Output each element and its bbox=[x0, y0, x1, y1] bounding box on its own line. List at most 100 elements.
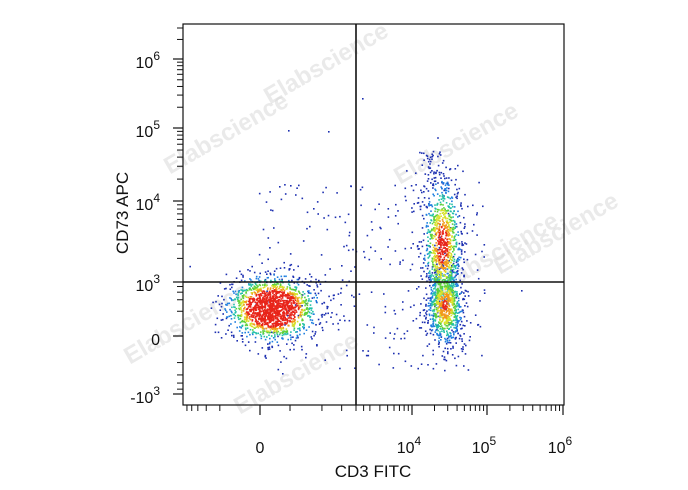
event-point bbox=[387, 208, 390, 210]
event-point bbox=[521, 290, 523, 292]
event-point bbox=[227, 329, 229, 331]
event-point bbox=[440, 244, 443, 246]
event-point bbox=[449, 323, 452, 325]
event-point bbox=[455, 242, 457, 245]
event-point bbox=[428, 279, 431, 281]
event-point bbox=[455, 296, 458, 299]
event-point bbox=[281, 327, 283, 330]
event-point bbox=[287, 324, 290, 327]
event-point bbox=[234, 321, 236, 323]
event-point bbox=[453, 248, 455, 250]
event-point bbox=[262, 309, 264, 312]
event-point bbox=[444, 288, 447, 291]
event-point bbox=[427, 240, 429, 242]
event-point bbox=[307, 295, 309, 297]
event-point bbox=[275, 304, 278, 307]
event-point bbox=[436, 223, 438, 226]
event-point bbox=[274, 324, 276, 327]
event-point bbox=[423, 297, 425, 300]
event-point bbox=[467, 290, 469, 293]
event-point bbox=[308, 292, 311, 294]
event-point bbox=[366, 234, 369, 237]
event-point bbox=[436, 204, 438, 206]
event-point bbox=[283, 330, 285, 332]
event-point bbox=[304, 300, 307, 302]
event-point bbox=[234, 315, 237, 317]
event-point bbox=[305, 353, 308, 355]
event-point bbox=[429, 171, 432, 174]
event-point bbox=[432, 301, 434, 304]
event-point bbox=[451, 296, 454, 299]
event-point bbox=[433, 219, 435, 221]
event-point bbox=[285, 328, 288, 330]
event-point bbox=[319, 283, 322, 285]
event-point bbox=[448, 215, 450, 218]
event-point bbox=[265, 285, 268, 287]
event-point bbox=[289, 320, 291, 323]
event-point bbox=[466, 305, 469, 308]
event-point bbox=[441, 180, 443, 183]
event-point bbox=[438, 300, 441, 303]
event-point bbox=[273, 293, 275, 296]
event-point bbox=[366, 324, 369, 326]
event-point bbox=[440, 335, 443, 338]
event-point bbox=[256, 322, 258, 325]
event-point bbox=[445, 259, 448, 261]
event-point bbox=[438, 243, 441, 245]
event-point bbox=[449, 210, 452, 212]
event-point bbox=[239, 321, 242, 324]
event-point bbox=[307, 315, 309, 317]
event-point bbox=[222, 313, 224, 315]
event-point bbox=[481, 354, 483, 357]
event-point bbox=[435, 254, 438, 257]
event-point bbox=[245, 296, 248, 298]
event-point bbox=[297, 265, 299, 268]
event-point bbox=[413, 203, 415, 205]
event-point bbox=[249, 316, 251, 318]
event-point bbox=[255, 304, 257, 306]
event-point bbox=[309, 285, 311, 287]
event-point bbox=[442, 183, 444, 185]
event-point bbox=[257, 293, 260, 296]
event-point bbox=[428, 204, 430, 207]
event-point bbox=[457, 258, 459, 260]
event-point bbox=[437, 222, 440, 225]
event-point bbox=[280, 309, 283, 312]
event-point bbox=[240, 335, 243, 337]
event-point bbox=[452, 228, 455, 231]
event-point bbox=[236, 340, 238, 342]
event-point bbox=[453, 260, 455, 263]
event-point bbox=[293, 323, 295, 326]
event-point bbox=[289, 348, 291, 351]
event-point bbox=[435, 313, 437, 315]
event-point bbox=[250, 292, 253, 294]
event-point bbox=[267, 330, 270, 333]
event-point bbox=[437, 298, 439, 300]
event-point bbox=[451, 212, 454, 215]
event-point bbox=[434, 303, 436, 305]
event-point bbox=[434, 210, 436, 213]
event-point bbox=[292, 293, 294, 296]
event-point bbox=[262, 310, 265, 313]
event-point bbox=[260, 307, 262, 309]
event-point bbox=[261, 307, 264, 309]
event-point bbox=[463, 261, 465, 264]
event-point bbox=[241, 332, 244, 334]
event-point bbox=[240, 303, 243, 305]
event-point bbox=[432, 320, 435, 323]
event-point bbox=[309, 316, 311, 319]
event-point bbox=[432, 284, 434, 287]
event-point bbox=[434, 235, 436, 238]
event-point bbox=[291, 307, 293, 309]
event-point bbox=[226, 302, 229, 305]
event-point bbox=[455, 309, 457, 312]
event-point bbox=[242, 296, 244, 298]
event-point bbox=[456, 301, 459, 303]
event-point bbox=[288, 295, 290, 297]
event-point bbox=[284, 324, 286, 326]
event-point bbox=[441, 290, 444, 293]
event-point bbox=[423, 185, 425, 187]
event-point bbox=[292, 301, 295, 303]
event-point bbox=[431, 153, 433, 156]
event-point bbox=[464, 193, 466, 196]
